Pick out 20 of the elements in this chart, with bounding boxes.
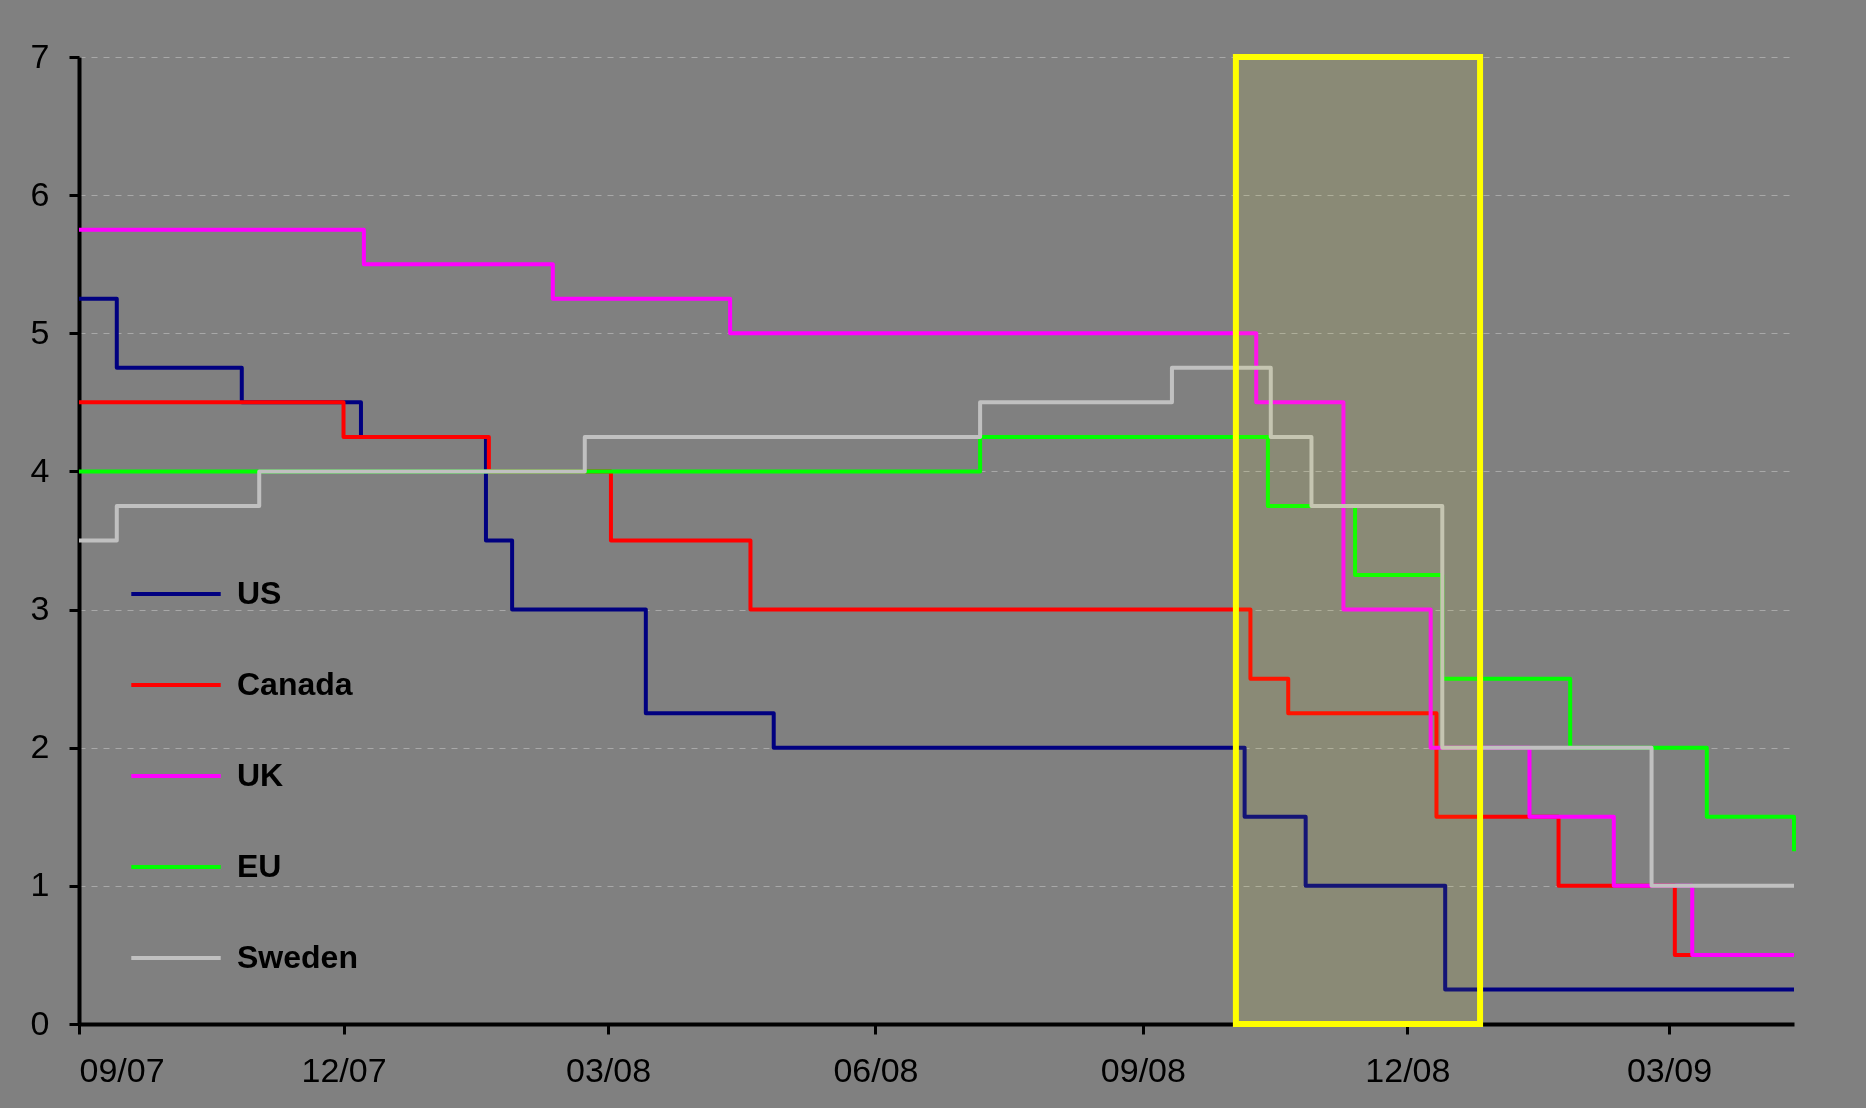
legend-label: US: [237, 575, 282, 611]
x-tick-label: 03/08: [565, 1050, 652, 1089]
legend-label: Canada: [237, 666, 353, 702]
x-tick-label: 12/07: [301, 1050, 387, 1089]
x-tick-label: 06/08: [833, 1050, 919, 1089]
y-tick-label: 1: [30, 865, 50, 904]
x-tick-label: 03/09: [1626, 1050, 1713, 1089]
x-tick-label: 12/08: [1365, 1050, 1451, 1089]
y-tick-label: 4: [30, 450, 50, 489]
x-tick-label: 09/07: [79, 1050, 165, 1089]
legend-label: UK: [237, 757, 284, 793]
y-tick-label: 2: [30, 727, 50, 766]
y-tick-label: 7: [30, 36, 50, 75]
y-tick-label: 5: [30, 312, 50, 351]
x-tick-label: 09/08: [1100, 1050, 1186, 1089]
legend-label: Sweden: [237, 939, 358, 975]
legend-label: EU: [237, 848, 282, 884]
y-tick-label: 3: [30, 589, 50, 628]
y-tick-label: 6: [30, 174, 50, 213]
y-tick-label: 0: [30, 1003, 50, 1042]
